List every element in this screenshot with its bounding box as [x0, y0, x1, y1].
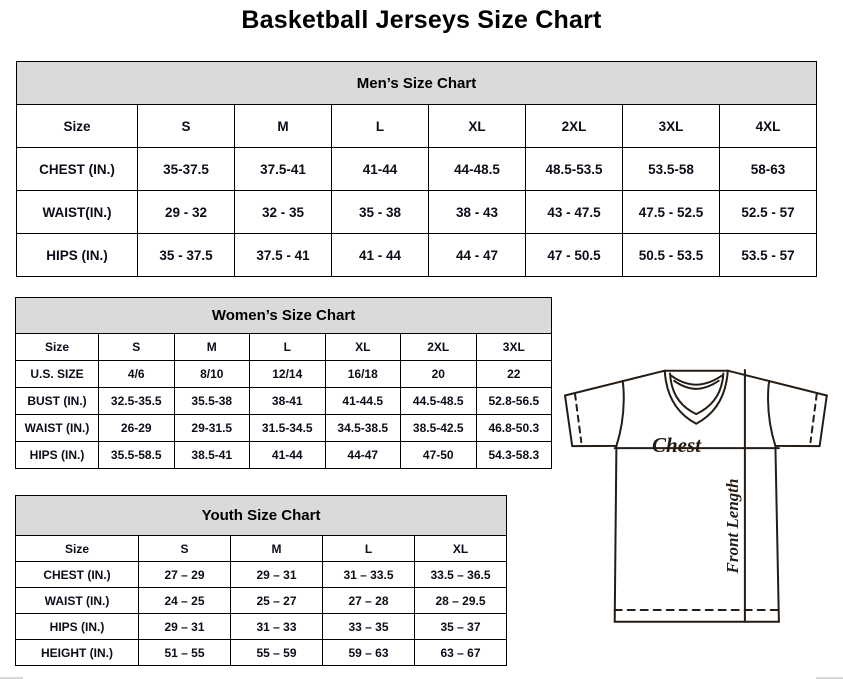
- svg-text:Chest: Chest: [652, 433, 702, 457]
- svg-text:Front Length: Front Length: [723, 479, 742, 575]
